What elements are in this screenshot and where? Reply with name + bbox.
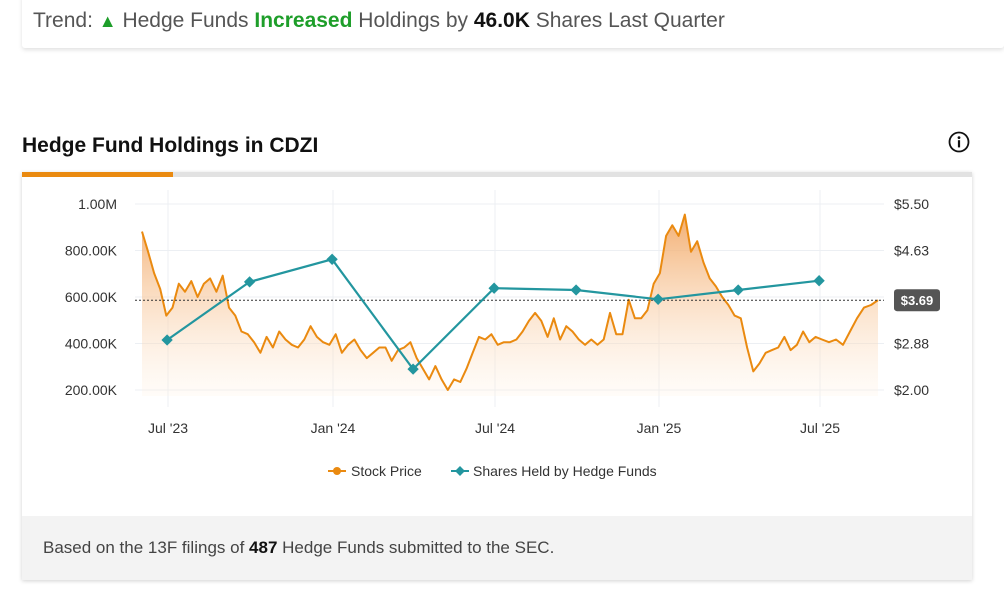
x-tick-label: Jul '23 bbox=[148, 420, 188, 436]
legend-stock-price-label: Stock Price bbox=[351, 463, 422, 479]
hedge-fund-holdings-markers bbox=[161, 253, 825, 375]
holdings-point bbox=[161, 334, 173, 346]
legend-item-hedge-fund-shares[interactable]: Shares Held by Hedge Funds bbox=[451, 463, 657, 479]
y-right-tick-label: $2.00 bbox=[894, 382, 929, 398]
info-circle-icon[interactable] bbox=[948, 131, 970, 153]
trend-card: Trend: ▲ Hedge Funds Increased Holdings … bbox=[22, 0, 1004, 48]
x-tick-label: Jan '24 bbox=[311, 420, 356, 436]
legend-item-stock-price[interactable]: Stock Price bbox=[328, 463, 422, 479]
x-tick-label: Jan '25 bbox=[637, 420, 682, 436]
current-price-label: $3.69 bbox=[901, 293, 934, 308]
footer-fund-count: 487 bbox=[249, 538, 278, 557]
footer-text-1: Based on the 13F filings of bbox=[43, 538, 245, 557]
holdings-point bbox=[488, 282, 500, 294]
tab-active-indicator[interactable] bbox=[22, 172, 173, 177]
trend-summary: Trend: ▲ Hedge Funds Increased Holdings … bbox=[33, 9, 725, 33]
trend-prefix: Trend: bbox=[33, 9, 93, 32]
y-left-tick-label: 800.00K bbox=[65, 243, 118, 259]
trend-up-arrow-icon: ▲ bbox=[98, 11, 117, 31]
holdings-point bbox=[652, 293, 664, 305]
x-tick-label: Jul '24 bbox=[475, 420, 515, 436]
trend-text-3: Shares Last Quarter bbox=[535, 9, 725, 32]
legend-stock-price-dot bbox=[333, 467, 341, 475]
footer-note: Based on the 13F filings of 487 Hedge Fu… bbox=[22, 516, 972, 580]
footer-text: Based on the 13F filings of 487 Hedge Fu… bbox=[43, 538, 554, 558]
holdings-point bbox=[732, 284, 744, 296]
tab-bar bbox=[22, 172, 972, 177]
y-right-tick-label: $2.88 bbox=[894, 336, 929, 352]
legend-holdings-diamond bbox=[455, 466, 465, 476]
holdings-point bbox=[407, 363, 419, 375]
y-right-tick-label: $4.63 bbox=[894, 243, 929, 259]
chart-legend: Stock Price Shares Held by Hedge Funds bbox=[328, 463, 657, 479]
section-title: Hedge Fund Holdings in CDZI bbox=[22, 134, 319, 157]
holdings-point bbox=[813, 275, 825, 287]
trend-direction: Increased bbox=[254, 9, 353, 32]
y-left-tick-label: 600.00K bbox=[65, 289, 118, 305]
current-price-badge: $3.69 bbox=[894, 289, 940, 312]
trend-text-2: Holdings by bbox=[358, 9, 469, 32]
legend-holdings-label: Shares Held by Hedge Funds bbox=[473, 463, 657, 479]
chart-card: 1.00M 800.00K 600.00K 400.00K 200.00K $5.50 $… bbox=[22, 172, 972, 580]
holdings-point bbox=[570, 284, 582, 296]
stock-price-line bbox=[141, 213, 879, 391]
y-left-tick-label: 200.00K bbox=[65, 382, 118, 398]
trend-amount: 46.0K bbox=[473, 9, 530, 32]
trend-text-1: Hedge Funds bbox=[122, 9, 249, 32]
x-axis: Jul '23 Jan '24 Jul '24 Jan '25 Jul '25 bbox=[148, 420, 840, 436]
current-price-badge-bg bbox=[894, 289, 940, 312]
y-left-tick-label: 400.00K bbox=[65, 336, 118, 352]
holdings-chart: 1.00M 800.00K 600.00K 400.00K 200.00K $5.50 $… bbox=[65, 190, 940, 479]
x-tick-label: Jul '25 bbox=[800, 420, 840, 436]
stock-price-area bbox=[142, 214, 878, 396]
holdings-point bbox=[326, 253, 338, 265]
footer-text-2: Hedge Funds submitted to the SEC. bbox=[282, 538, 555, 557]
y-left-tick-label: 1.00M bbox=[78, 196, 117, 212]
y-right-tick-label: $5.50 bbox=[894, 196, 929, 212]
y-axis-left: 1.00M 800.00K 600.00K 400.00K 200.00K bbox=[65, 196, 118, 398]
